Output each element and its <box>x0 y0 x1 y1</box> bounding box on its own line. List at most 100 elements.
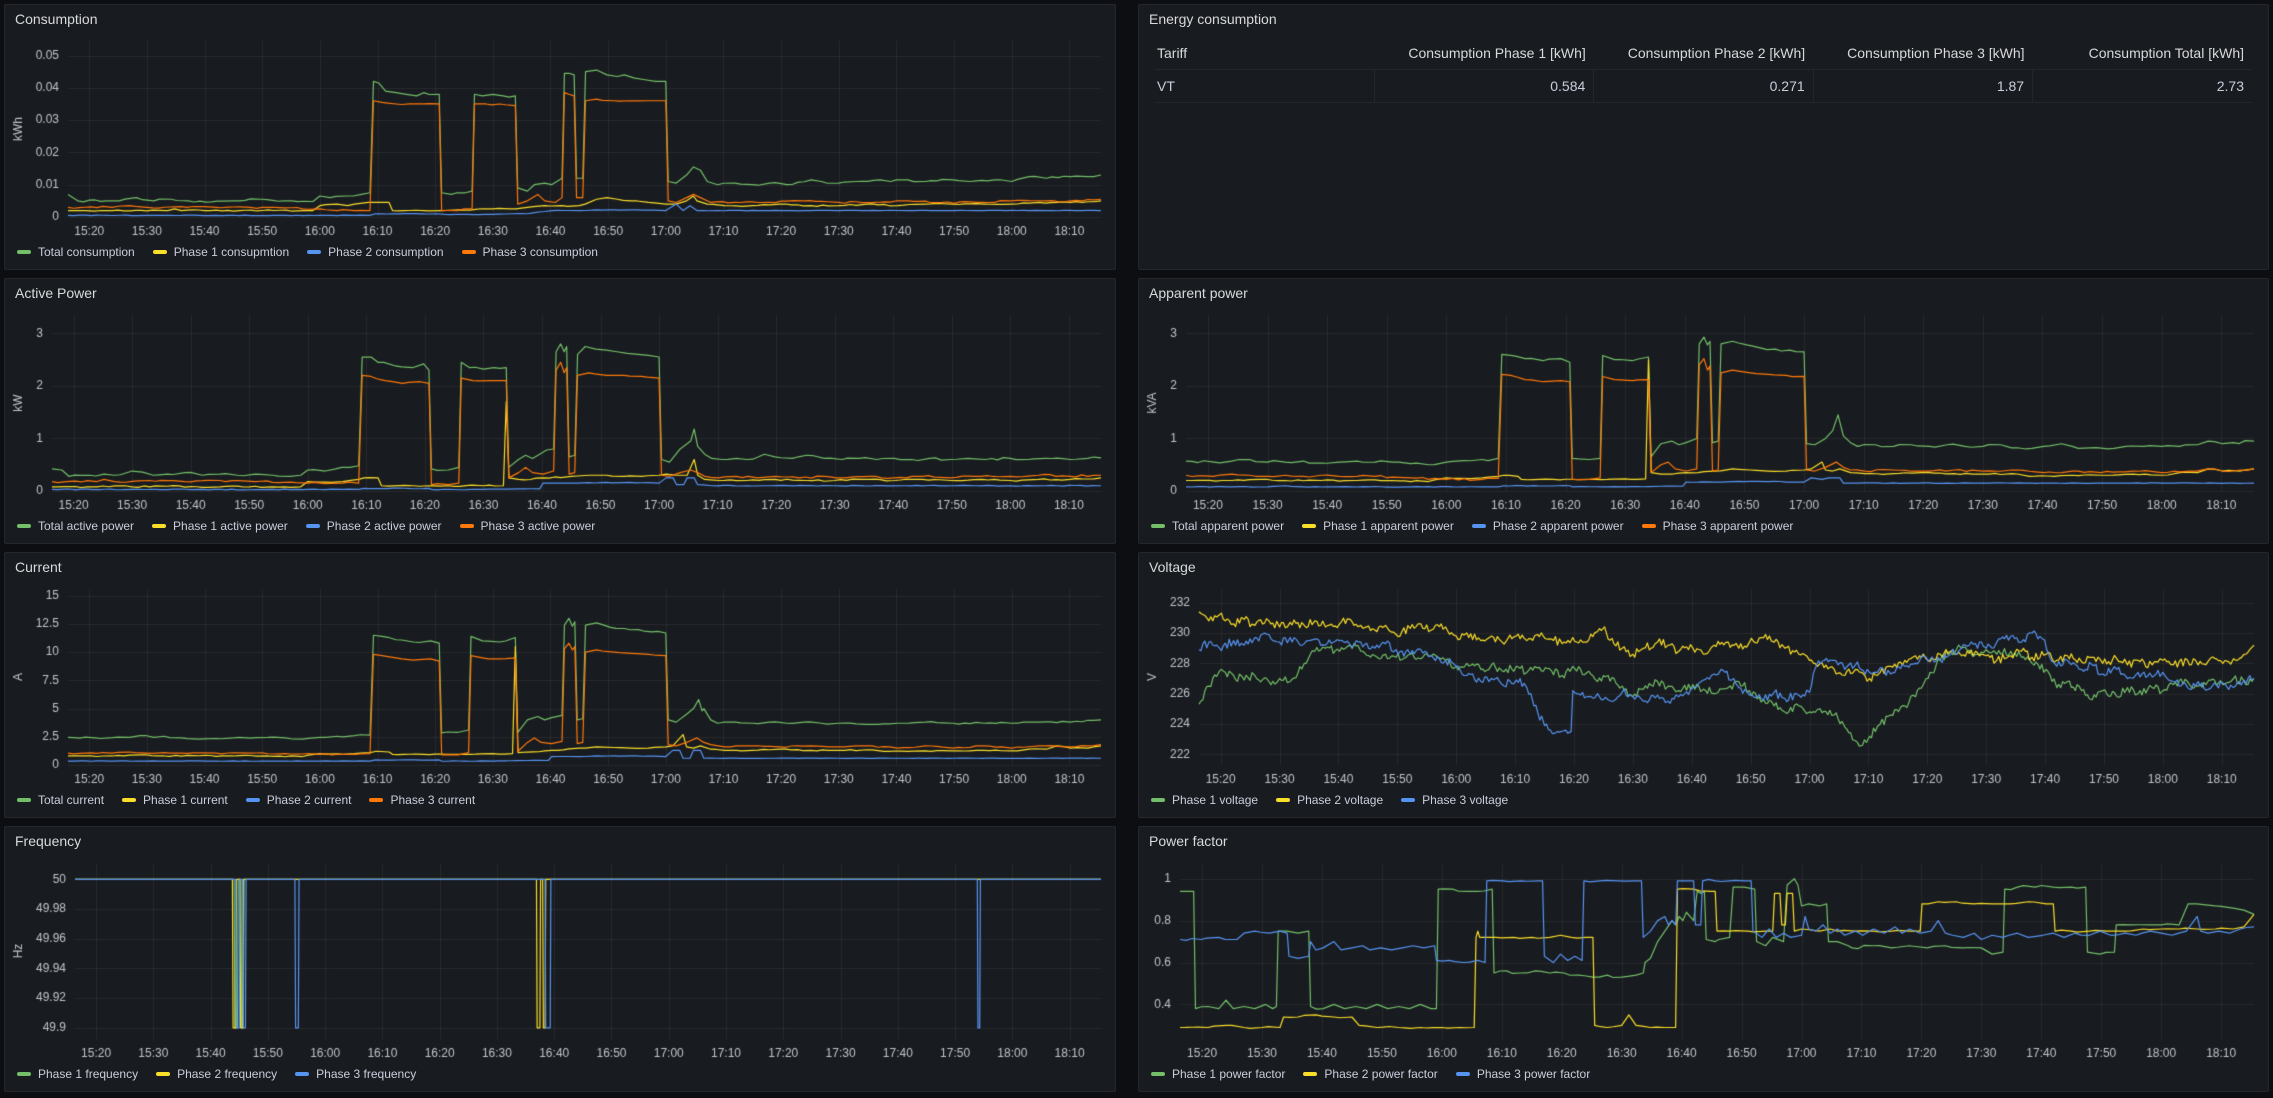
legend-item[interactable]: Phase 1 power factor <box>1151 1067 1285 1081</box>
cell-phase3: 1.87 <box>1813 70 2032 103</box>
legend-item[interactable]: Phase 1 consupmtion <box>153 245 289 259</box>
legend-swatch <box>153 250 167 254</box>
current-chart[interactable] <box>5 579 1115 791</box>
panel-power-factor: Power factor Phase 1 power factor Phase 2… <box>1138 826 2269 1092</box>
legend-label: Phase 1 current <box>143 793 228 807</box>
legend-item[interactable]: Phase 3 voltage <box>1401 793 1508 807</box>
panel-consumption: Consumption Total consumption Phase 1 con… <box>4 4 1116 270</box>
column-header-phase2[interactable]: Consumption Phase 2 [kWh] <box>1594 37 1813 70</box>
legend-swatch <box>1151 1072 1165 1076</box>
legend-label: Phase 3 consumption <box>483 245 598 259</box>
legend-item[interactable]: Phase 3 power factor <box>1456 1067 1590 1081</box>
legend-item[interactable]: Phase 3 active power <box>460 519 596 533</box>
legend-item[interactable]: Phase 1 frequency <box>17 1067 138 1081</box>
panel-frequency: Frequency Phase 1 frequency Phase 2 frequ… <box>4 826 1116 1092</box>
panel-current: Current Total current Phase 1 current Phas… <box>4 552 1116 818</box>
active-power-chart[interactable] <box>5 305 1115 517</box>
legend-label: Phase 3 apparent power <box>1663 519 1794 533</box>
legend-label: Phase 2 consumption <box>328 245 443 259</box>
legend-swatch <box>122 798 136 802</box>
legend-swatch <box>1302 524 1316 528</box>
legend-label: Phase 1 frequency <box>38 1067 138 1081</box>
legend-item[interactable]: Total current <box>17 793 104 807</box>
table-row: VT 0.584 0.271 1.87 2.73 <box>1155 70 2252 103</box>
legend-swatch <box>1642 524 1656 528</box>
legend-label: Total apparent power <box>1172 519 1284 533</box>
panel-title-energy-consumption[interactable]: Energy consumption <box>1139 5 2268 31</box>
legend-item[interactable]: Phase 2 current <box>246 793 352 807</box>
legend-item[interactable]: Phase 1 apparent power <box>1302 519 1454 533</box>
consumption-chart[interactable] <box>5 31 1115 243</box>
legend-label: Phase 1 consupmtion <box>174 245 289 259</box>
legend-swatch <box>1401 798 1415 802</box>
legend-swatch <box>156 1072 170 1076</box>
legend-label: Phase 2 active power <box>327 519 442 533</box>
legend-label: Phase 3 power factor <box>1477 1067 1590 1081</box>
panel-voltage: Voltage Phase 1 voltagePhase 2 voltagePh… <box>1138 552 2269 818</box>
legend-item[interactable]: Total active power <box>17 519 134 533</box>
grafana-dashboard: Consumption Total consumption Phase 1 con… <box>0 0 2273 1096</box>
legend-label: Total consumption <box>38 245 135 259</box>
legend-swatch <box>295 1072 309 1076</box>
frequency-legend: Phase 1 frequency Phase 2 frequency Phase … <box>5 1065 1115 1091</box>
legend-label: Phase 1 active power <box>173 519 288 533</box>
legend-swatch <box>246 798 260 802</box>
current-legend: Total current Phase 1 current Phase 2 curr… <box>5 791 1115 817</box>
panel-title-apparent-power[interactable]: Apparent power <box>1139 279 2268 305</box>
legend-label: Phase 3 active power <box>481 519 596 533</box>
legend-item[interactable]: Phase 3 apparent power <box>1642 519 1794 533</box>
legend-item[interactable]: Phase 1 active power <box>152 519 288 533</box>
legend-item[interactable]: Phase 1 current <box>122 793 228 807</box>
legend-item[interactable]: Phase 1 voltage <box>1151 793 1258 807</box>
legend-item[interactable]: Phase 3 current <box>369 793 475 807</box>
panel-title-active-power[interactable]: Active Power <box>5 279 1115 305</box>
legend-item[interactable]: Phase 2 consumption <box>307 245 443 259</box>
voltage-chart[interactable] <box>1139 579 2268 791</box>
legend-item[interactable]: Total consumption <box>17 245 135 259</box>
legend-swatch <box>1303 1072 1317 1076</box>
legend-swatch <box>1151 524 1165 528</box>
legend-swatch <box>369 798 383 802</box>
legend-swatch <box>462 250 476 254</box>
power-factor-legend: Phase 1 power factor Phase 2 power factor… <box>1139 1065 2268 1091</box>
legend-label: Total current <box>38 793 104 807</box>
cell-tariff: VT <box>1155 70 1374 103</box>
panel-title-consumption[interactable]: Consumption <box>5 5 1115 31</box>
legend-label: Phase 2 apparent power <box>1493 519 1624 533</box>
column-header-phase3[interactable]: Consumption Phase 3 [kWh] <box>1813 37 2032 70</box>
voltage-legend: Phase 1 voltage Phase 2 voltage Phase 3 vo… <box>1139 791 2268 817</box>
legend-swatch <box>460 524 474 528</box>
legend-label: Phase 2 current <box>267 793 352 807</box>
legend-item[interactable]: Phase 2 power factor <box>1303 1067 1437 1081</box>
panel-title-frequency[interactable]: Frequency <box>5 827 1115 853</box>
apparent-power-chart[interactable] <box>1139 305 2268 517</box>
cell-total: 2.73 <box>2033 70 2252 103</box>
legend-swatch <box>17 524 31 528</box>
panel-title-current[interactable]: Current <box>5 553 1115 579</box>
legend-swatch <box>17 798 31 802</box>
legend-swatch <box>1276 798 1290 802</box>
column-header-tariff[interactable]: Tariff <box>1155 37 1374 70</box>
column-header-total[interactable]: Consumption Total [kWh] <box>2033 37 2252 70</box>
legend-swatch <box>1472 524 1486 528</box>
legend-label: Phase 1 power factor <box>1172 1067 1285 1081</box>
legend-label: Phase 2 frequency <box>177 1067 277 1081</box>
legend-item[interactable]: Total apparent power <box>1151 519 1284 533</box>
legend-item[interactable]: Phase 3 consumption <box>462 245 598 259</box>
legend-item[interactable]: Phase 3 frequency <box>295 1067 416 1081</box>
legend-item[interactable]: Phase 2 voltage <box>1276 793 1383 807</box>
power-factor-chart[interactable] <box>1139 853 2268 1065</box>
table-header-row: Tariff Consumption Phase 1 [kWh] Consump… <box>1155 37 2252 70</box>
panel-energy-consumption: Energy consumption Tariff Consumption Ph… <box>1138 4 2269 270</box>
column-header-phase1[interactable]: Consumption Phase 1 [kWh] <box>1374 37 1593 70</box>
legend-label: Phase 3 voltage <box>1422 793 1508 807</box>
legend-item[interactable]: Phase 2 apparent power <box>1472 519 1624 533</box>
legend-label: Phase 3 frequency <box>316 1067 416 1081</box>
legend-item[interactable]: Phase 2 frequency <box>156 1067 277 1081</box>
legend-swatch <box>1151 798 1165 802</box>
frequency-chart[interactable] <box>5 853 1115 1065</box>
legend-swatch <box>307 250 321 254</box>
panel-title-power-factor[interactable]: Power factor <box>1139 827 2268 853</box>
legend-item[interactable]: Phase 2 active power <box>306 519 442 533</box>
panel-title-voltage[interactable]: Voltage <box>1139 553 2268 579</box>
